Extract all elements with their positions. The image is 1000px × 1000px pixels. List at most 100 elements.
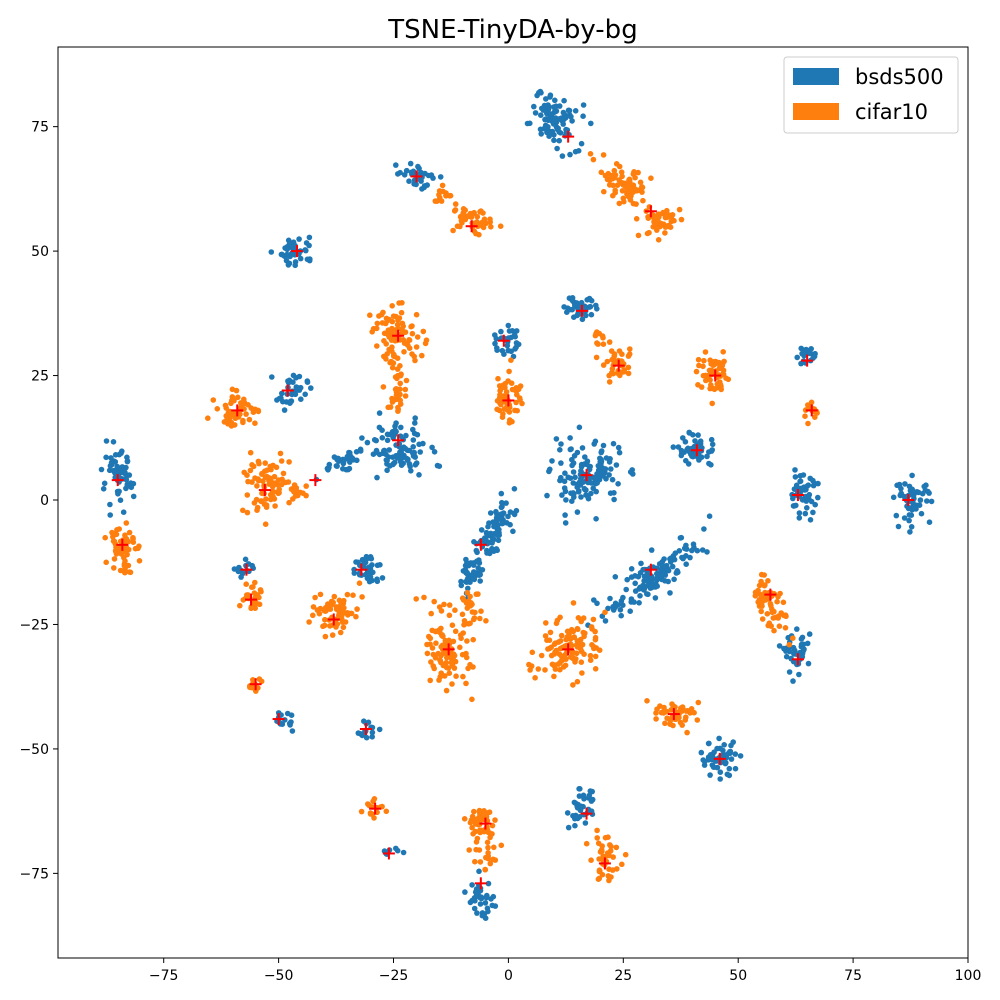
point-bsds500-c9-93 (598, 458, 605, 465)
point-cifar10-c4-62 (376, 313, 382, 319)
point-cifar10-c10-7 (805, 420, 811, 427)
legend: bsds500 cifar10 (783, 56, 959, 134)
point-cifar10-c12-65 (247, 467, 254, 474)
point-bsds500-c11-56 (116, 451, 122, 458)
point-bsds500-c7-54 (359, 435, 365, 441)
point-cifar10-c19-13 (469, 609, 476, 615)
point-bsds500-c8-20 (341, 458, 347, 464)
point-cifar10-c4-11 (367, 312, 373, 319)
point-bsds500-c9-90 (547, 466, 553, 473)
point-cifar10-c20-111 (569, 654, 576, 661)
point-cifar10-c20-103 (581, 651, 587, 657)
point-cifar10-c19-19 (471, 615, 478, 621)
point-cifar10-c0-69 (627, 197, 634, 203)
point-bsds500-c7-82 (379, 427, 385, 434)
point-cifar10-c20-104 (558, 632, 565, 639)
point-cifar10-c12-49 (262, 521, 269, 527)
point-bsds500-c0-61 (575, 148, 582, 154)
point-bsds500-c12-45 (810, 477, 816, 484)
point-bsds500-c3-32 (586, 304, 593, 310)
point-bsds500-c6-29 (304, 378, 311, 384)
point-cifar10-c11-51 (214, 406, 221, 412)
point-cifar10-c16-22 (320, 623, 326, 630)
point-cifar10-c20-96 (592, 653, 599, 660)
point-bsds500-c3-37 (594, 306, 600, 312)
point-bsds500-c19-27 (805, 660, 812, 667)
point-cifar10-c9-31 (725, 376, 732, 383)
point-cifar10-c26-40 (599, 843, 605, 849)
point-bsds500-c17-23 (353, 559, 359, 565)
point-bsds500-c9-123 (595, 463, 602, 469)
point-cifar10-c9-54 (706, 367, 713, 374)
point-bsds500-c0-63 (541, 125, 547, 132)
point-bsds500-c0-86 (561, 97, 567, 104)
point-bsds500-c13-40 (893, 512, 900, 519)
point-cifar10-c3-10 (446, 193, 453, 199)
point-cifar10-c0-40 (630, 200, 637, 207)
point-bsds500-c6-30 (295, 385, 301, 392)
point-bsds500-c12-13 (792, 474, 799, 480)
point-bsds500-c16-27 (680, 555, 686, 562)
point-cifar10-c22-11 (256, 676, 263, 682)
point-cifar10-c20-86 (551, 651, 558, 657)
point-cifar10-c0-65 (640, 197, 646, 204)
point-cifar10-c6-27 (503, 389, 510, 395)
point-cifar10-c20-76 (557, 666, 563, 673)
point-cifar10-c25-6 (484, 839, 491, 846)
point-cifar10-c21-22 (683, 708, 690, 714)
centroid-marker-18 (111, 474, 124, 487)
point-cifar10-c11-41 (230, 411, 237, 417)
point-bsds500-c7-38 (410, 437, 417, 443)
point-cifar10-c3-1 (439, 182, 446, 189)
point-cifar10-c5-14 (403, 377, 410, 384)
point-cifar10-c12-39 (249, 479, 255, 485)
point-bsds500-c13-47 (907, 529, 913, 535)
y-tick-label-75: 75 (31, 120, 49, 136)
point-bsds500-c0-70 (546, 104, 552, 110)
point-bsds500-c14-71 (485, 523, 491, 530)
x-tick-label-0: 0 (504, 968, 513, 984)
point-bsds500-c7-62 (403, 455, 410, 462)
x-tick-label-100: 100 (955, 968, 982, 984)
point-cifar10-c17-26 (765, 578, 771, 584)
point-bsds500-c9-94 (609, 476, 616, 483)
point-cifar10-c16-11 (322, 633, 329, 640)
point-bsds500-c7-70 (383, 451, 389, 458)
point-bsds500-c7-57 (407, 463, 413, 470)
point-cifar10-c0-26 (590, 156, 597, 163)
point-cifar10-c19-15 (473, 591, 480, 597)
point-bsds500-c0-72 (567, 151, 573, 158)
point-bsds500-c7-84 (413, 460, 420, 466)
point-cifar10-c7-29 (614, 370, 621, 377)
point-bsds500-c3-34 (569, 306, 575, 313)
point-cifar10-c6-32 (499, 414, 506, 421)
point-bsds500-c16-86 (674, 568, 680, 574)
point-cifar10-c24-43 (477, 827, 483, 833)
point-cifar10-c4-82 (388, 358, 394, 365)
point-cifar10-c20-82 (587, 657, 594, 663)
point-cifar10-c16-23 (359, 594, 365, 600)
point-cifar10-c18-80 (439, 632, 445, 639)
point-bsds500-c11-38 (111, 467, 118, 474)
y-tick-label--75: −75 (19, 866, 49, 882)
point-bsds500-c22-41 (705, 740, 712, 747)
centroid-marker-5 (575, 304, 588, 317)
point-bsds500-c21-11 (376, 726, 383, 733)
point-cifar10-c4-15 (396, 300, 402, 306)
point-cifar10-c4-45 (396, 315, 403, 321)
centroid-marker-8 (612, 359, 625, 372)
point-cifar10-c12-77 (272, 503, 278, 509)
point-cifar10-c20-43 (580, 615, 587, 621)
point-cifar10-c11-17 (231, 422, 238, 428)
point-cifar10-c0-59 (601, 188, 607, 195)
point-cifar10-c14-27 (111, 556, 118, 562)
point-bsds500-c9-99 (603, 455, 610, 461)
point-cifar10-c20-99 (591, 645, 597, 652)
point-bsds500-c17-14 (374, 578, 381, 585)
point-cifar10-c6-3 (506, 368, 512, 375)
centroid-marker-32 (562, 643, 575, 656)
point-bsds500-c0-21 (551, 137, 557, 144)
point-bsds500-c23-30 (588, 798, 595, 804)
point-cifar10-c23-11 (367, 811, 374, 817)
point-bsds500-c10-22 (683, 457, 689, 464)
